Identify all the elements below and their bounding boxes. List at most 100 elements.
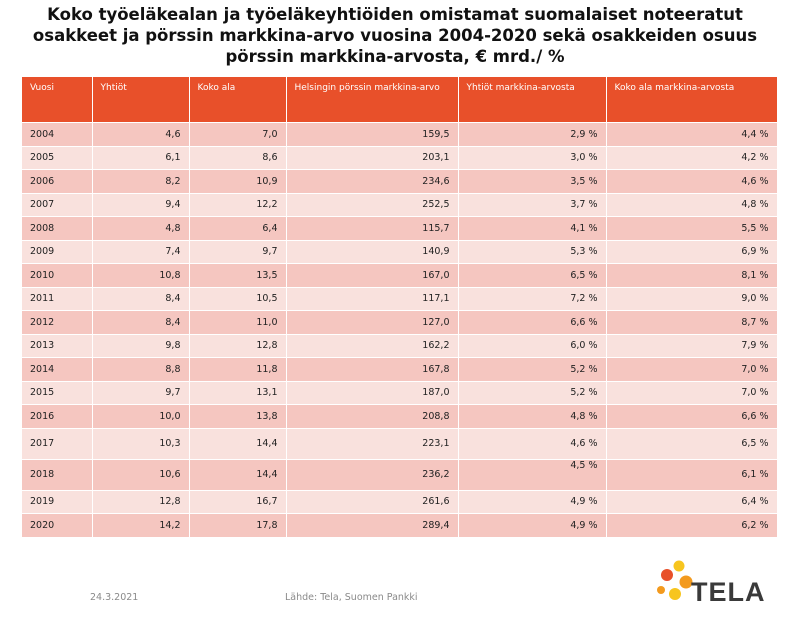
cell-value: 9,4 <box>92 192 190 217</box>
cell-value: 6,2 % <box>606 513 778 537</box>
cell-value: 289,4 <box>286 513 459 537</box>
cell-year: 2020 <box>22 513 93 537</box>
table-header-row: Vuosi Yhtiöt Koko ala Helsingin pörssin … <box>22 77 778 123</box>
cell-value: 234,6 <box>286 169 459 193</box>
cell-value: 9,0 % <box>606 286 778 311</box>
cell-value: 3,7 % <box>458 192 607 217</box>
cell-value: 10,5 <box>189 286 287 311</box>
page-title: Koko työeläkealan ja työeläkeyhtiöiden o… <box>20 4 770 67</box>
cell-value: 4,9 % <box>458 489 607 514</box>
cell-value: 4,8 <box>92 216 190 240</box>
footer-source: Lähde: Tela, Suomen Pankki <box>285 592 418 603</box>
cell-value: 5,2 % <box>458 380 607 405</box>
table-row: 2011 8,4 10,5 117,1 7,2 % 9,0 % <box>22 286 778 311</box>
cell-value: 8,6 <box>189 145 287 170</box>
header-koko-ala: Koko ala <box>189 77 287 123</box>
cell-value: 6,1 % <box>606 458 778 490</box>
table-row: 2017 10,3 14,4 223,1 4,6 % 6,5 % <box>22 427 778 459</box>
cell-value: 6,6 % <box>606 404 778 428</box>
cell-value: 7,4 <box>92 239 190 264</box>
table-row: 2013 9,8 12,8 162,2 6,0 % 7,9 % <box>22 333 778 358</box>
table-row: 2006 8,2 10,9 234,6 3,5 % 4,6 % <box>22 169 778 193</box>
cell-value: 4,2 % <box>606 145 778 170</box>
cell-value: 6,5 % <box>458 263 607 287</box>
cell-value: 14,4 <box>189 427 287 459</box>
cell-value: 10,0 <box>92 404 190 428</box>
cell-value: 11,0 <box>189 310 287 334</box>
cell-year: 2011 <box>22 286 93 311</box>
cell-year: 2012 <box>22 310 93 334</box>
cell-value: 7,0 % <box>606 380 778 405</box>
cell-value: 9,7 <box>189 239 287 264</box>
cell-value: 4,4 % <box>606 122 778 146</box>
tela-logo-text: TELA <box>691 577 766 607</box>
cell-value: 13,5 <box>189 263 287 287</box>
data-table: Vuosi Yhtiöt Koko ala Helsingin pörssin … <box>22 77 778 537</box>
table-row: 2018 10,6 14,4 236,2 4,5 % 6,1 % <box>22 458 778 490</box>
cell-year: 2004 <box>22 122 93 146</box>
cell-value: 8,4 <box>92 310 190 334</box>
footer-date: 24.3.2021 <box>90 592 139 603</box>
cell-value: 16,7 <box>189 489 287 514</box>
table-row: 2020 14,2 17,8 289,4 4,9 % 6,2 % <box>22 513 778 537</box>
cell-value: 4,8 % <box>606 192 778 217</box>
cell-year: 2016 <box>22 404 93 428</box>
title-line-2: osakkeet ja pörssin markkina-arvo vuosin… <box>32 26 758 45</box>
cell-year: 2010 <box>22 263 93 287</box>
cell-value: 6,0 % <box>458 333 607 358</box>
cell-value: 7,0 <box>189 122 287 146</box>
cell-value: 10,6 <box>92 458 190 490</box>
cell-value: 162,2 <box>286 333 459 358</box>
cell-value: 12,2 <box>189 192 287 217</box>
cell-value: 187,0 <box>286 380 459 405</box>
table-row: 2012 8,4 11,0 127,0 6,6 % 8,7 % <box>22 310 778 334</box>
cell-value: 13,1 <box>189 380 287 405</box>
cell-value: 5,3 % <box>458 239 607 264</box>
header-markkina-arvo: Helsingin pörssin markkina-arvo <box>286 77 459 123</box>
cell-value: 4,9 % <box>458 513 607 537</box>
table-row: 2005 6,1 8,6 203,1 3,0 % 4,2 % <box>22 145 778 170</box>
cell-value: 252,5 <box>286 192 459 217</box>
cell-year: 2014 <box>22 357 93 381</box>
header-yhtiot-osuus: Yhtiöt markkina-arvosta <box>458 77 607 123</box>
cell-year: 2005 <box>22 145 93 170</box>
cell-value: 5,2 % <box>458 357 607 381</box>
cell-value: 4,5 % <box>458 458 607 490</box>
cell-value: 7,2 % <box>458 286 607 311</box>
cell-value: 4,6 % <box>458 427 607 459</box>
table-row: 2008 4,8 6,4 115,7 4,1 % 5,5 % <box>22 216 778 240</box>
cell-value: 236,2 <box>286 458 459 490</box>
cell-value: 208,8 <box>286 404 459 428</box>
cell-value: 3,5 % <box>458 169 607 193</box>
cell-value: 4,8 % <box>458 404 607 428</box>
cell-value: 167,0 <box>286 263 459 287</box>
cell-value: 5,5 % <box>606 216 778 240</box>
cell-year: 2008 <box>22 216 93 240</box>
cell-value: 9,8 <box>92 333 190 358</box>
table-row: 2015 9,7 13,1 187,0 5,2 % 7,0 % <box>22 380 778 405</box>
cell-value: 7,9 % <box>606 333 778 358</box>
cell-value: 17,8 <box>189 513 287 537</box>
cell-year: 2015 <box>22 380 93 405</box>
cell-year: 2017 <box>22 427 93 459</box>
cell-value: 6,1 <box>92 145 190 170</box>
cell-value: 3,0 % <box>458 145 607 170</box>
cell-value: 14,4 <box>189 458 287 490</box>
table-row: 2004 4,6 7,0 159,5 2,9 % 4,4 % <box>22 122 778 146</box>
cell-value: 2,9 % <box>458 122 607 146</box>
cell-value: 140,9 <box>286 239 459 264</box>
table-row: 2009 7,4 9,7 140,9 5,3 % 6,9 % <box>22 239 778 264</box>
cell-value: 159,5 <box>286 122 459 146</box>
tela-logo: TELA <box>655 560 780 612</box>
cell-year: 2019 <box>22 489 93 514</box>
tela-logo-mark-icon <box>657 560 693 600</box>
title-line-3: pörssin markkina-arvosta, € mrd./ % <box>225 47 565 66</box>
title-line-1: Koko työeläkealan ja työeläkeyhtiöiden o… <box>47 5 743 24</box>
cell-value: 11,8 <box>189 357 287 381</box>
cell-value: 167,8 <box>286 357 459 381</box>
cell-value: 9,7 <box>92 380 190 405</box>
cell-value: 203,1 <box>286 145 459 170</box>
cell-value: 6,4 <box>189 216 287 240</box>
cell-value: 4,1 % <box>458 216 607 240</box>
cell-value: 10,9 <box>189 169 287 193</box>
